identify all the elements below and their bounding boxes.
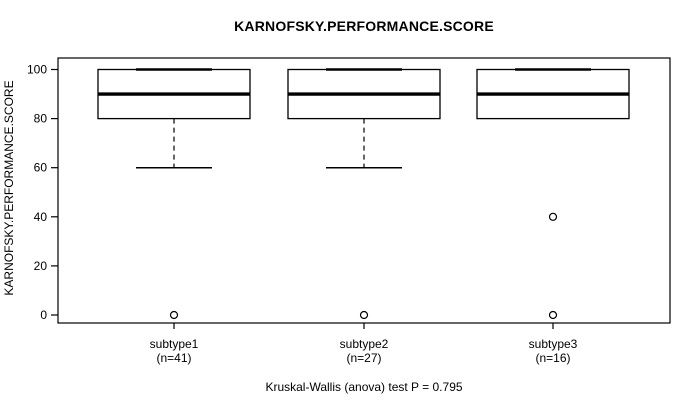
y-tick-label: 40: [34, 210, 48, 224]
group-n-label: (n=16): [535, 351, 571, 365]
outlier-point: [548, 310, 558, 320]
y-tick-label: 100: [27, 63, 47, 77]
outlier-point: [548, 212, 558, 221]
group-n-label: (n=27): [346, 351, 382, 365]
outlier-point: [359, 310, 369, 320]
y-tick-label: 0: [40, 308, 47, 322]
outlier-point: [169, 310, 179, 320]
chart-title: KARNOFSKY.PERFORMANCE.SCORE: [234, 18, 494, 34]
y-tick-label: 80: [34, 112, 48, 126]
group-label: subtype3: [528, 337, 578, 351]
x-tick-label-group-1: subtype1 (n=41): [150, 337, 199, 365]
group-label: subtype2: [339, 337, 389, 351]
x-tick-label-group-2: subtype2 (n=27): [340, 337, 389, 365]
x-tick-label-group-3: subtype3 (n=16): [529, 337, 578, 365]
y-tick-label: 20: [34, 259, 48, 273]
group-label: subtype1: [149, 337, 199, 351]
group-n-label: (n=41): [156, 351, 192, 365]
y-tick-label: 60: [34, 161, 48, 175]
stat-test-caption: Kruskal-Wallis (anova) test P = 0.795: [265, 380, 463, 394]
